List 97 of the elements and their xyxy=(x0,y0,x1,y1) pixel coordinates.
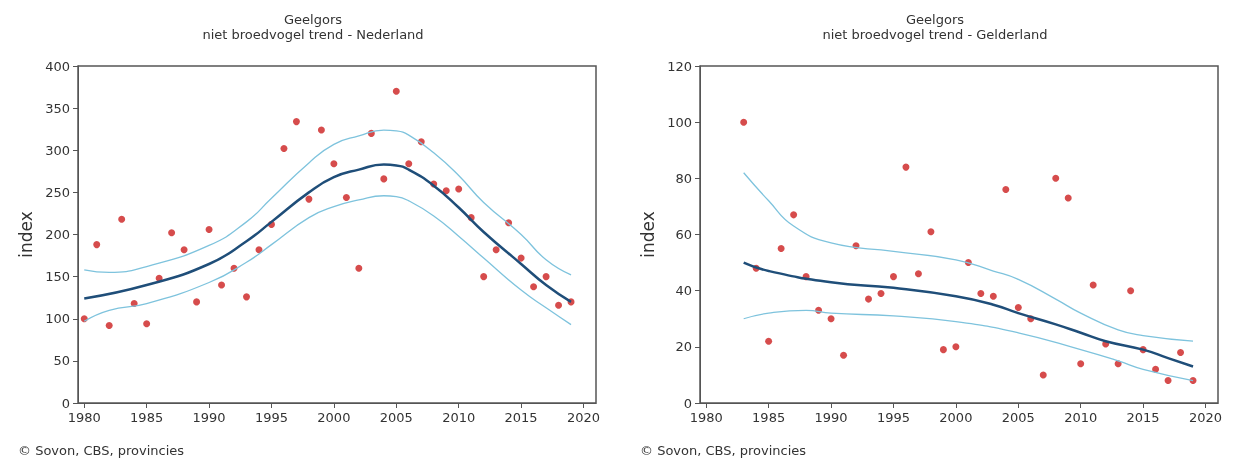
chart-subtitle: niet broedvogel trend - Gelderland xyxy=(822,27,1048,42)
point xyxy=(1002,186,1010,194)
y-tick-label: 60 xyxy=(675,227,692,242)
x-tick-label: 1990 xyxy=(192,410,226,425)
x-tick-label: 2020 xyxy=(566,410,601,425)
x-tick-label: 2000 xyxy=(317,410,351,425)
text: © Sovon, CBS, provincies xyxy=(18,443,185,458)
point xyxy=(927,228,935,236)
point xyxy=(1039,371,1047,379)
point xyxy=(1014,304,1022,312)
point xyxy=(492,246,500,254)
point xyxy=(1164,377,1172,385)
point xyxy=(914,270,922,278)
x-tick-label: 1990 xyxy=(814,410,848,425)
point xyxy=(952,343,960,351)
y-axis-title: index xyxy=(637,211,658,258)
x-tick-label: 2010 xyxy=(1064,410,1098,425)
y-tick-label: 300 xyxy=(45,142,70,158)
x-tick-label: 2010 xyxy=(442,410,476,425)
line-series xyxy=(742,261,1195,368)
x-tick-label: 1995 xyxy=(876,410,911,425)
x-tick-label: 2005 xyxy=(1001,410,1035,425)
y-tick-label: 40 xyxy=(675,283,692,299)
x-tick-label: 1985 xyxy=(130,410,164,425)
point xyxy=(193,298,201,306)
text: © Sovon, CBS, provincies xyxy=(640,443,807,458)
point xyxy=(168,229,176,237)
y-tick-label: 0 xyxy=(683,395,692,411)
point xyxy=(530,283,538,291)
point xyxy=(218,281,226,289)
point xyxy=(1052,174,1060,182)
x-tick-label: 2015 xyxy=(1126,410,1160,425)
x-tick-label: 1980 xyxy=(67,410,101,425)
point xyxy=(280,145,288,153)
x-tick-label: 2005 xyxy=(379,410,413,425)
x-tick-label: 1985 xyxy=(752,410,786,425)
y-tick-label: 120 xyxy=(667,58,692,74)
y-tick-label: 400 xyxy=(45,58,70,74)
point xyxy=(392,87,400,95)
point xyxy=(330,160,338,168)
point xyxy=(765,337,773,345)
point xyxy=(305,195,313,203)
point xyxy=(205,225,213,233)
point xyxy=(790,211,798,219)
y-tick-label: 150 xyxy=(45,269,70,285)
y-tick-label: 80 xyxy=(675,170,692,186)
point xyxy=(355,264,363,272)
x-tick-label: 1995 xyxy=(254,410,289,425)
point xyxy=(1127,287,1135,295)
point xyxy=(480,273,488,281)
point xyxy=(889,273,897,281)
point xyxy=(1177,348,1185,356)
point xyxy=(840,351,848,359)
point xyxy=(827,315,835,323)
point xyxy=(243,293,251,301)
point xyxy=(93,241,101,249)
point xyxy=(977,289,985,297)
point xyxy=(292,118,300,126)
point xyxy=(442,187,450,195)
point xyxy=(342,193,350,201)
line-series xyxy=(743,172,1194,342)
y-tick-label: 200 xyxy=(45,227,70,242)
point xyxy=(143,320,151,328)
y-tick-label: 0 xyxy=(61,395,70,411)
point xyxy=(118,215,126,223)
x-tick-label: 2015 xyxy=(504,410,538,425)
point xyxy=(989,292,997,300)
point xyxy=(1064,194,1072,202)
point xyxy=(542,273,550,281)
y-tick-label: 20 xyxy=(675,339,692,355)
point xyxy=(1077,360,1085,368)
point xyxy=(865,295,873,303)
y-tick-label: 350 xyxy=(45,100,70,116)
chart-title: Geelgors xyxy=(905,12,965,27)
x-tick-label: 2000 xyxy=(939,410,973,425)
line-series xyxy=(83,129,572,276)
y-tick-label: 250 xyxy=(45,184,70,200)
point xyxy=(105,321,113,329)
point xyxy=(180,246,188,254)
y-tick-label: 100 xyxy=(45,311,70,327)
point xyxy=(555,301,563,309)
y-tick-label: 100 xyxy=(667,114,692,130)
chart-subtitle: niet broedvogel trend - Nederland xyxy=(202,27,424,42)
x-tick-label: 1980 xyxy=(689,410,723,425)
point xyxy=(1089,281,1097,289)
point xyxy=(877,289,885,297)
x-tick-label: 2020 xyxy=(1188,410,1223,425)
point xyxy=(317,126,325,134)
y-tick-label: 50 xyxy=(53,353,70,369)
point xyxy=(405,160,413,168)
chart-title: Geelgors xyxy=(283,12,343,27)
point xyxy=(939,346,947,354)
point xyxy=(455,185,463,193)
y-axis-title: index xyxy=(15,211,36,258)
point xyxy=(740,118,748,126)
point xyxy=(777,245,785,253)
point xyxy=(380,175,388,183)
